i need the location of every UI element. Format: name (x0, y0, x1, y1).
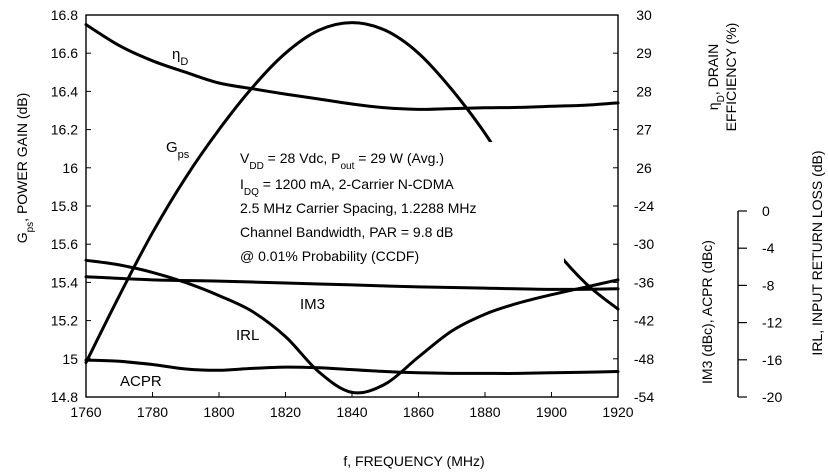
x-tick-label: 1780 (137, 404, 168, 420)
irl-tick-label: -16 (762, 352, 782, 368)
left-axis-title-g: G (14, 232, 30, 243)
x-tick-label: 1820 (270, 404, 301, 420)
irl-tick-label: -12 (762, 315, 782, 331)
right-top-tick-label: 26 (636, 160, 652, 176)
label-acpr: ACPR (120, 373, 162, 390)
irl-axis-title: IRL, INPUT RETURN LOSS (dB) (809, 150, 825, 355)
label-irl: IRL (236, 327, 259, 344)
left-tick-label: 15.8 (51, 198, 78, 214)
left-tick-label: 14.8 (51, 389, 78, 405)
annotation-line-3: 2.5 MHz Carrier Spacing, 1.2288 MHz (240, 200, 477, 216)
annotation-line-1: VDD = 28 Vdc, Pout = 29 W (Avg.) (240, 150, 444, 172)
right-top-axis-title-line1: ηD, DRAIN (705, 44, 727, 110)
label-eta-d: ηD (172, 46, 188, 68)
right-bottom-tick-label: -36 (634, 274, 654, 290)
left-tick-label: 16 (62, 160, 78, 176)
right-top-title-sub: D (716, 95, 727, 102)
x-axis-title: f, FREQUENCY (MHz) (343, 453, 484, 469)
x-tick-label: 1760 (70, 404, 101, 420)
annotation-background (234, 142, 564, 270)
axes (85, 14, 747, 398)
right-bottom-tick-label: -30 (634, 236, 654, 252)
left-tick-label: 16.6 (51, 45, 78, 61)
right-bottom-tick-label: -48 (634, 351, 654, 367)
x-tick-label: 1840 (336, 404, 367, 420)
annotation-line-5: @ 0.01% Probability (CCDF) (240, 248, 419, 264)
curve-irl (84, 258, 620, 395)
right-bottom-tick-label: -42 (634, 313, 654, 329)
right-top-tick-label: 28 (636, 83, 652, 99)
right-top-axis-title-line2: EFFICIENCY (%) (723, 23, 739, 132)
conditions-annotation: VDD = 28 Vdc, Pout = 29 W (Avg.) IDQ = 1… (234, 142, 564, 270)
right-top-tick-label: 29 (636, 45, 652, 61)
x-tick-label: 1800 (203, 404, 234, 420)
right-bottom-tick-label: -24 (634, 198, 654, 214)
irl-tick-label: -8 (762, 277, 775, 293)
right-top-title-rest: , DRAIN (705, 44, 721, 95)
left-tick-label: 16.4 (51, 83, 78, 99)
right-top-tick-label: 27 (636, 122, 652, 138)
right-top-tick-label: 30 (636, 7, 652, 23)
x-tick-label: 1920 (602, 404, 633, 420)
irl-tick-label: -4 (762, 240, 775, 256)
curve-im3 (84, 275, 620, 291)
right-bottom-axis-title: IM3 (dBc), ACPR (dBc) (699, 240, 715, 384)
left-tick-label: 15.6 (51, 236, 78, 252)
label-im3: IM3 (300, 296, 325, 313)
irl-tick-label: 0 (762, 203, 770, 219)
left-axis-title-rest: , POWER GAIN (dB) (14, 93, 30, 222)
annotation-line-4: Channel Bandwidth, PAR = 9.8 dB (240, 224, 453, 240)
irl-tick-label: -20 (762, 389, 782, 405)
x-tick-label: 1860 (403, 404, 434, 420)
left-axis-title-sub: ps (25, 222, 36, 233)
x-tick-label: 1900 (536, 404, 567, 420)
annotation-line-2: IDQ = 1200 mA, 2-Carrier N-CDMA (240, 176, 454, 198)
left-tick-label: 15 (62, 351, 78, 367)
curve-acpr (84, 358, 620, 375)
left-tick-label: 15.2 (51, 313, 78, 329)
right-top-title-eta: η (705, 102, 721, 110)
label-gps: Gps (166, 139, 190, 161)
left-tick-label: 15.4 (51, 274, 78, 290)
left-tick-label: 16.8 (51, 7, 78, 23)
x-tick-label: 1880 (469, 404, 500, 420)
tick-labels: 1760 1780 1800 1820 1840 1860 1880 1900 1920 16.8… (51, 7, 783, 420)
left-tick-label: 16.2 (51, 122, 78, 138)
right-bottom-tick-label: -54 (634, 389, 654, 405)
left-axis-title: Gps, POWER GAIN (dB) (14, 93, 36, 244)
curve--d (84, 23, 620, 111)
